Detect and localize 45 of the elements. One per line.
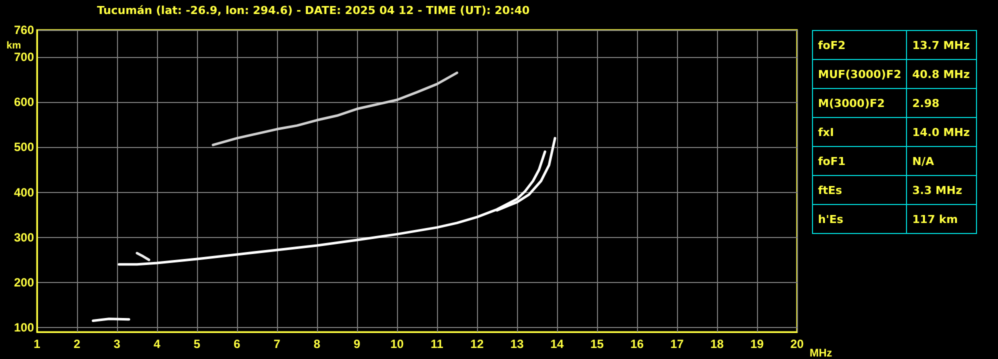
x-tick-label: 2 — [74, 337, 81, 351]
y-tick-label: 500 — [14, 140, 34, 154]
x-tick-label: 10 — [390, 337, 404, 351]
text: 117 km — [906, 204, 977, 234]
y-tick-label: 200 — [14, 275, 34, 290]
x-tick-label: 13 — [510, 337, 524, 351]
y-axis-title: km — [6, 40, 22, 52]
y-tick-label: 400 — [14, 185, 34, 200]
text: fxI — [812, 118, 907, 146]
x-tick-label: 8 — [314, 337, 321, 351]
text: 3.3 MHz — [906, 176, 977, 204]
text: 14.0 MHz — [906, 118, 977, 146]
x-tick-label: 19 — [750, 337, 764, 351]
text: foF2 — [812, 30, 907, 60]
text: 13.7 MHz — [906, 30, 977, 60]
x-tick-label: 18 — [710, 337, 724, 351]
text: N/A — [906, 146, 977, 176]
x-tick-label: 12 — [470, 337, 484, 351]
y-tick-label: 600 — [14, 95, 34, 110]
x-tick-label: 15 — [590, 337, 604, 351]
text: ftEs — [812, 176, 907, 204]
x-tick-label: 1 — [34, 337, 41, 351]
x-tick-label: 9 — [354, 337, 361, 351]
x-tick-label: 11 — [430, 337, 444, 351]
x-tick-label: 20 — [790, 337, 804, 351]
text: 40.8 MHz — [906, 60, 977, 88]
x-tick-label: 5 — [194, 337, 201, 351]
x-axis-title: MHz — [810, 348, 833, 359]
y-tick-label: 300 — [14, 230, 34, 244]
x-tick-label: 3 — [114, 337, 121, 351]
y-tick-label: 760 — [14, 23, 34, 37]
text: h'Es — [812, 204, 907, 234]
x-tick-label: 17 — [670, 337, 684, 351]
text: M(3000)F2 — [812, 88, 907, 118]
x-tick-label: 16 — [630, 337, 644, 351]
x-tick-label: 4 — [154, 337, 161, 351]
y-tick-label: 100 — [14, 320, 34, 334]
x-tick-label: 7 — [274, 337, 281, 351]
x-tick-label: 6 — [234, 337, 241, 351]
chart-title: Tucumán (lat: -26.9, lon: 294.6) - DATE: 2025 04 12 - TIME (UT): 20:40 — [97, 4, 530, 17]
text: foF1 — [812, 146, 907, 176]
text: MUF(3000)F2 — [812, 60, 907, 88]
y-tick-label: 700 — [14, 50, 34, 64]
x-tick-label: 14 — [550, 337, 564, 351]
text: 2.98 — [906, 88, 977, 118]
